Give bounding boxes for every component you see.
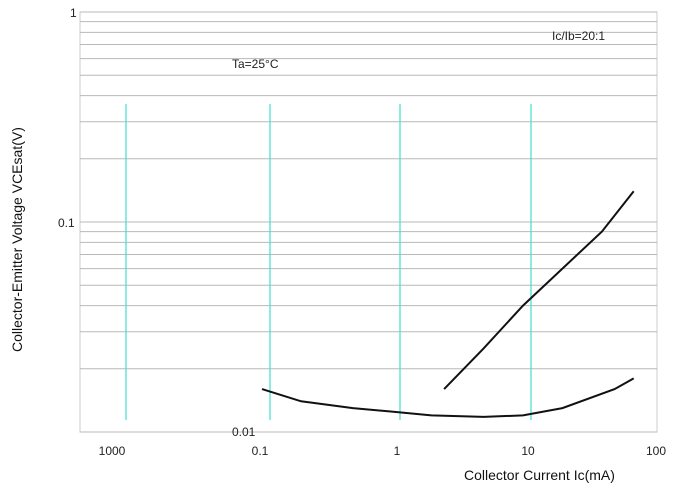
series-annotation: Ta=25°C [232,57,279,71]
series-line-1 [443,190,635,390]
y-tick-label: 1 [70,6,77,20]
y-tick-label: 0.01 [232,425,256,439]
y-axis-title: Collector-Emitter Voltage VCEsat(V) [9,127,25,352]
y-tick-label: 0.1 [58,216,75,230]
series-layer [261,190,635,418]
x-axis-title: Collector Current Ic(mA) [464,467,615,483]
series-line-0 [261,377,635,418]
x-tick-label: 10 [521,444,535,458]
vertical-grid-layer [125,104,532,420]
grid-layer [80,11,657,433]
ticks-layer: 1000 0.1 1 10 100 1 0.1 0.01 [58,6,666,458]
x-tick-label: 100 [646,444,666,458]
x-tick-label: 1000 [99,444,126,458]
legend-label: Ic/Ib=20:1 [552,29,605,43]
x-tick-label: 1 [394,444,401,458]
x-tick-label: 0.1 [252,444,269,458]
